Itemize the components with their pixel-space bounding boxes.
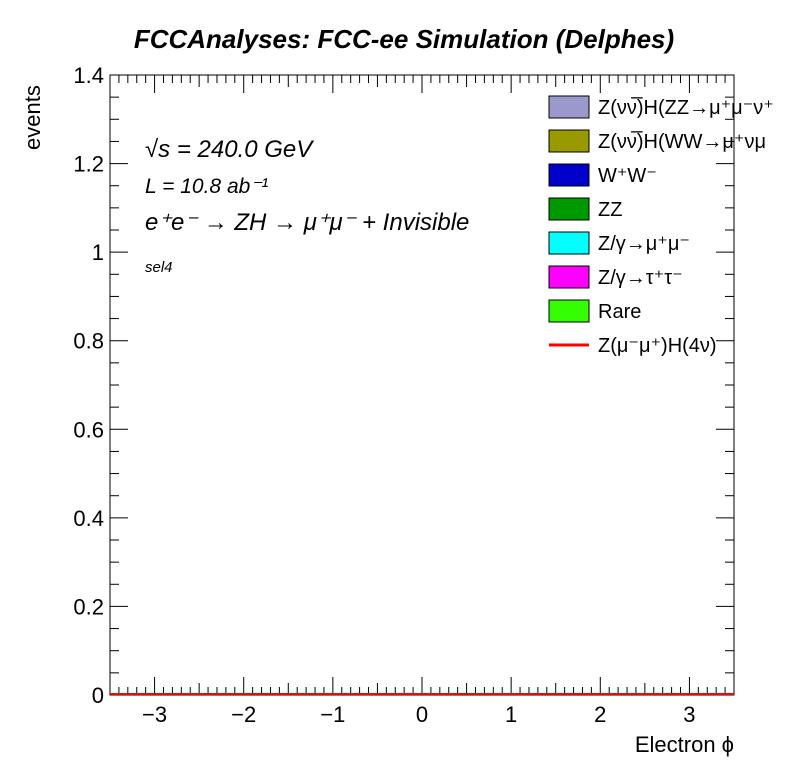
legend-swatch <box>548 265 590 289</box>
legend-swatch <box>548 299 590 323</box>
legend-entry: Z(νν̅)H(ZZ→μ⁺μ⁻ν⁺ <box>598 96 774 119</box>
legend-swatch <box>548 163 590 187</box>
legend-swatch <box>548 197 590 221</box>
y-axis-label: events <box>20 85 45 150</box>
y-tick-label: 0.2 <box>73 594 104 619</box>
x-tick-label: −2 <box>231 702 256 727</box>
legend-entry: ZZ <box>598 199 622 221</box>
lumi-annotation: L = 10.8 ab⁻¹ <box>145 175 268 198</box>
process-annotation: e⁺e⁻ → ZH → μ⁺μ⁻ + Invisible <box>145 209 469 236</box>
x-tick-label: −1 <box>320 702 345 727</box>
y-tick-label: 1.4 <box>73 63 104 88</box>
y-tick-label: 1.2 <box>73 152 104 177</box>
x-axis-label: Electron ϕ <box>635 732 734 757</box>
x-tick-label: 1 <box>505 702 517 727</box>
x-tick-label: −3 <box>142 702 167 727</box>
y-axis: 0 0.2 0.4 0.6 0.8 1 1.2 1.4 <box>73 63 734 708</box>
x-tick-label: 3 <box>683 702 695 727</box>
x-tick-label: 2 <box>594 702 606 727</box>
y-tick-label: 0.8 <box>73 329 104 354</box>
y-tick-label: 0.4 <box>73 506 104 531</box>
legend-swatch <box>548 129 590 153</box>
y-tick-label: 1 <box>92 240 104 265</box>
y-tick-label: 0 <box>92 683 104 708</box>
legend-entry: Z(μ⁻μ⁺)H(4ν) <box>598 335 717 357</box>
legend-entry: Z(νν̅)H(WW→μ⁺νμ <box>598 130 766 153</box>
legend-entry: Z/γ→τ⁺τ⁻ <box>598 267 683 289</box>
legend-entry: Z/γ→μ⁺μ⁻ <box>598 233 690 255</box>
legend: Z(νν̅)H(ZZ→μ⁺μ⁻ν⁺ Z(νν̅)H(WW→μ⁺νμ W⁺W⁻ ZZ Z/… <box>548 95 774 357</box>
selection-annotation: sel4 <box>145 259 173 276</box>
x-tick-label: 0 <box>416 702 428 727</box>
y-tick-label: 0.6 <box>73 417 104 442</box>
legend-entry: Rare <box>598 301 641 323</box>
x-axis: −3 −2 −1 0 1 2 3 <box>109 75 735 727</box>
chart-title: FCCAnalyses: FCC-ee Simulation (Delphes) <box>134 24 674 54</box>
legend-swatch <box>548 95 590 119</box>
legend-swatch <box>548 231 590 255</box>
legend-entry: W⁺W⁻ <box>598 165 657 187</box>
energy-annotation: √s = 240.0 GeV <box>145 136 314 163</box>
